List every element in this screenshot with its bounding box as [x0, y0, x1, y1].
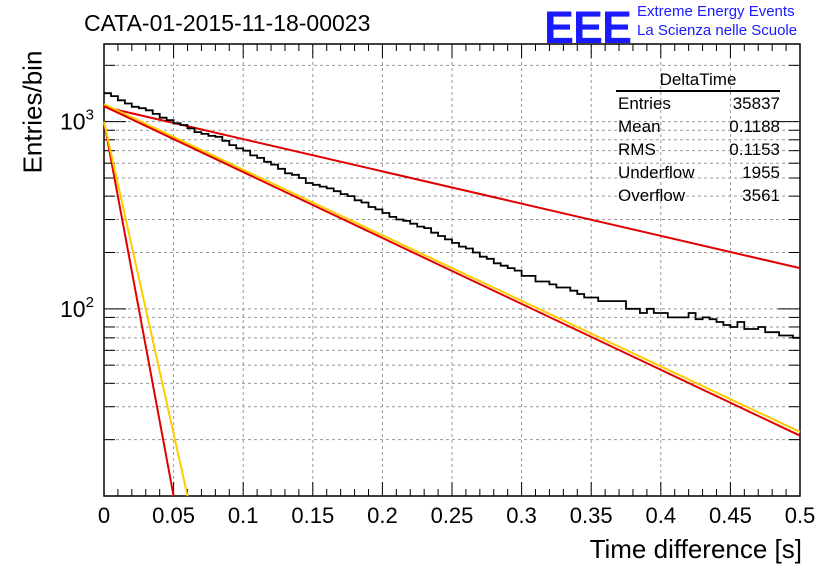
stats-row: Mean 0.1188 — [612, 115, 780, 138]
x-tick-label: 0.15 — [291, 503, 334, 528]
stats-label: RMS — [618, 140, 656, 159]
y-tick-label: 102 — [60, 294, 94, 322]
y-tick-labels: 103 102 — [60, 107, 94, 322]
x-tick-label: 0.4 — [646, 503, 677, 528]
fit-lines — [103, 103, 801, 497]
fit-line — [103, 105, 801, 437]
stats-value: 35837 — [732, 94, 780, 113]
fit-line — [103, 121, 175, 497]
stats-label: Overflow — [618, 186, 686, 205]
x-tick-label: 0.45 — [709, 503, 752, 528]
stats-value: 0.1153 — [729, 140, 780, 159]
x-axis-label: Time difference [s] — [589, 534, 802, 564]
stats-row: Entries 35837 — [612, 92, 780, 115]
stats-value: 1955 — [742, 163, 780, 182]
x-tick-label: 0.2 — [367, 503, 398, 528]
grid — [104, 44, 800, 496]
histogram-steps — [104, 92, 800, 339]
x-tick-label: 0.25 — [431, 503, 474, 528]
stats-label: Entries — [618, 94, 671, 113]
x-tick-label: 0.5 — [785, 503, 816, 528]
x-tick-label: 0.1 — [228, 503, 259, 528]
stats-title: DeltaTime — [616, 70, 780, 92]
x-tick-label: 0.05 — [152, 503, 195, 528]
eee-logo: EEE — [544, 2, 632, 53]
x-tick-labels: 0 0.05 0.1 0.15 0.2 0.25 0.3 0.35 0.4 0.45 0.5 — [98, 503, 815, 528]
stats-value: 3561 — [742, 186, 780, 205]
logo-line-2: La Scienza nelle Scuole — [637, 22, 798, 39]
stats-label: Mean — [618, 117, 661, 136]
stats-label: Underflow — [618, 163, 695, 182]
y-tick-label: 103 — [60, 107, 94, 135]
axis-ticks — [103, 44, 801, 497]
y-axis-label: Entries/bin — [17, 50, 48, 174]
logo-line-1: Extreme Energy Events — [637, 3, 795, 20]
x-tick-label: 0.3 — [506, 503, 537, 528]
stats-value: 0.1188 — [729, 117, 780, 136]
stats-row: Overflow 3561 — [612, 184, 780, 207]
fit-line — [103, 121, 189, 497]
stats-row: RMS 0.1153 — [612, 138, 780, 161]
stats-box: DeltaTime Entries 35837 Mean 0.1188 RMS … — [612, 70, 780, 207]
fit-line — [103, 105, 801, 270]
x-tick-label: 0 — [98, 503, 110, 528]
fit-line — [103, 103, 801, 433]
stats-row: Underflow 1955 — [612, 161, 780, 184]
chart-title: CATA-01-2015-11-18-00023 — [84, 10, 371, 36]
histogram — [104, 92, 800, 339]
x-tick-label: 0.35 — [570, 503, 613, 528]
